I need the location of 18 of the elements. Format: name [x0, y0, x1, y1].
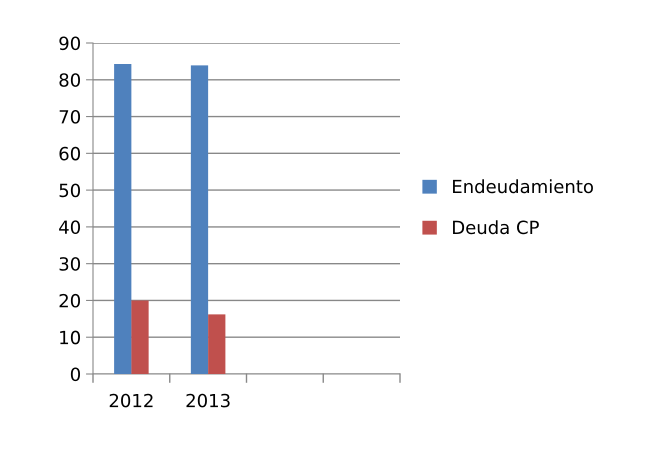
x-tick-label: 2013	[186, 394, 230, 408]
legend-label: Deuda CP	[453, 220, 539, 234]
bar	[114, 64, 132, 374]
y-tick-label: 40	[59, 220, 80, 234]
y-tick-label: 70	[60, 110, 80, 124]
y-tick-label: 80	[59, 73, 80, 87]
x-tick-label: 2012	[110, 394, 153, 408]
y-tick-label: 10	[60, 330, 80, 344]
bar	[131, 300, 149, 374]
y-tick-label: 20	[60, 294, 80, 308]
y-tick-label: 50	[60, 184, 80, 198]
y-tick-label: 90	[59, 36, 80, 50]
y-tick-label: 0	[70, 367, 80, 382]
bar	[190, 65, 208, 374]
y-tick-label: 30	[60, 257, 80, 271]
y-tick-label: 60	[59, 146, 80, 160]
bar	[208, 314, 226, 374]
legend-label: Endeudamiento	[453, 179, 593, 194]
